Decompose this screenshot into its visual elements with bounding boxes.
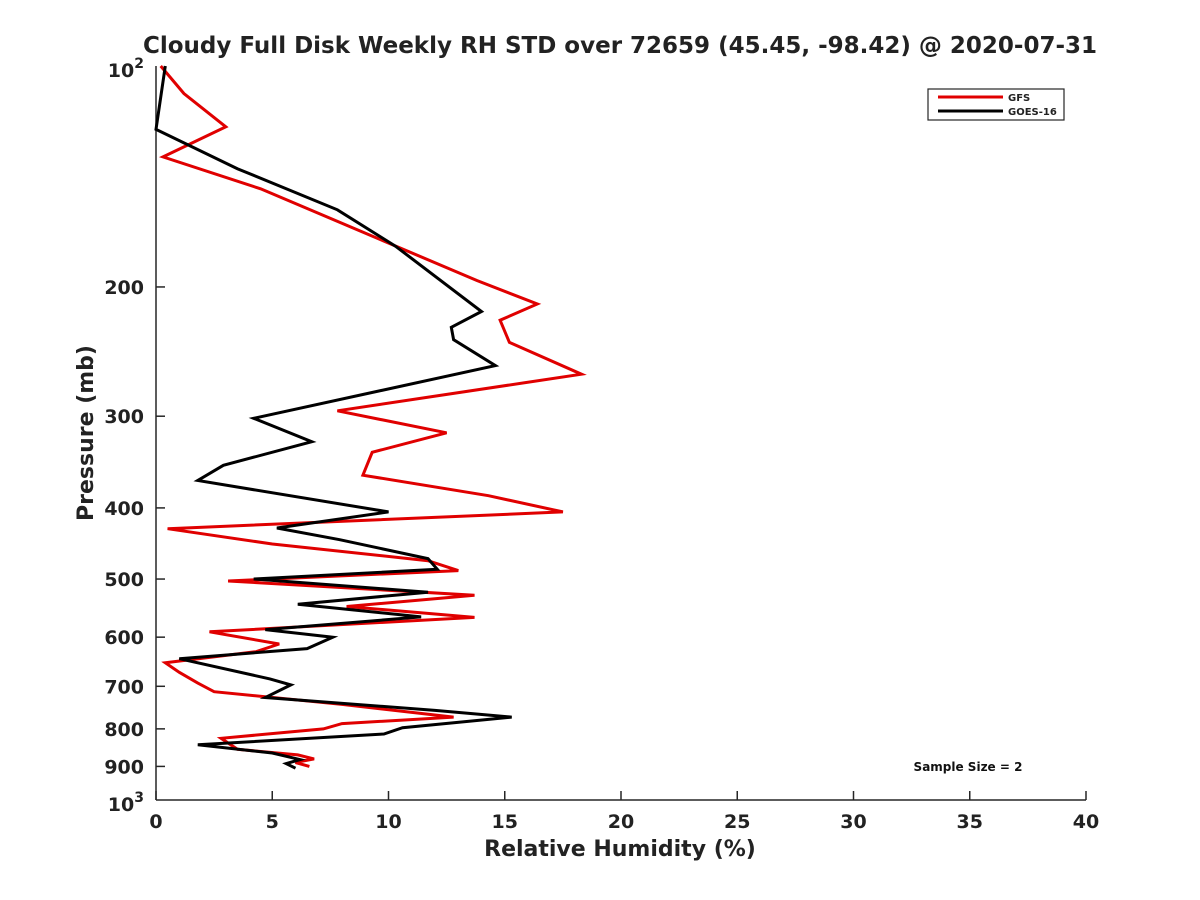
x-tick-label: 15	[492, 811, 518, 833]
series-group	[154, 65, 587, 770]
y-tick-label: 200	[104, 277, 144, 299]
x-tick-label: 10	[375, 811, 401, 833]
x-tick-label: 0	[149, 811, 162, 833]
series-line-goes-16	[154, 65, 512, 770]
y-tick-label: 102	[108, 56, 144, 82]
x-axis-label: Relative Humidity (%)	[484, 837, 756, 862]
x-tick-label: 40	[1073, 811, 1099, 833]
y-tick-label: 103	[108, 790, 144, 816]
chart-title: Cloudy Full Disk Weekly RH STD over 7265…	[143, 33, 1097, 59]
legend-gfs-label: GFS	[1008, 93, 1030, 104]
y-ticks-group: 200 300 400 500 600 700 800 900 102 103	[104, 56, 165, 816]
series-line-gfs	[158, 65, 587, 768]
legend: GFS GOES-16	[927, 88, 1065, 121]
sample-size-annotation: Sample Size = 2	[914, 760, 1023, 774]
x-tick-label: 25	[724, 811, 750, 833]
x-tick-label: 35	[957, 811, 983, 833]
y-tick-label: 500	[104, 569, 144, 591]
legend-box	[927, 88, 1065, 121]
y-axis-label: Pressure (mb)	[74, 345, 99, 521]
legend-goes16-label: GOES-16	[1008, 107, 1057, 118]
y-tick-label: 400	[104, 498, 144, 520]
y-tick-label: 700	[104, 676, 144, 698]
y-tick-label: 900	[104, 756, 144, 778]
y-tick-label: 300	[104, 406, 144, 428]
x-tick-label: 5	[266, 811, 279, 833]
y-tick-label: 800	[104, 719, 144, 741]
x-tick-label: 30	[840, 811, 866, 833]
x-ticks-group: 0 5 10 15 20 25 30 35 40	[149, 791, 1099, 833]
x-tick-label: 20	[608, 811, 634, 833]
y-tick-label: 600	[104, 627, 144, 649]
